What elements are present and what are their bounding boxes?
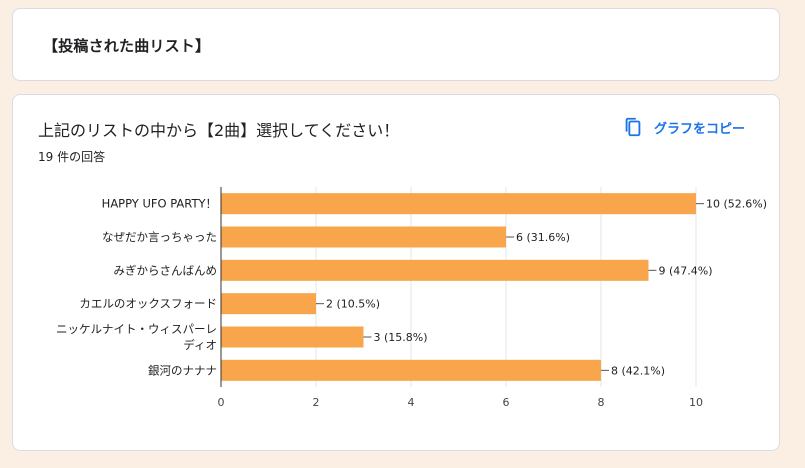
value-label: 3 (15.8%) (374, 331, 428, 344)
category-label: HAPPY UFO PARTY！ (102, 197, 217, 211)
bar (221, 226, 506, 248)
category-label: みぎからさんばんめ (114, 263, 218, 277)
copy-graph-button[interactable]: グラフをコピー (622, 113, 745, 141)
copy-icon (625, 117, 641, 137)
value-label: 9 (47.4%) (659, 264, 713, 277)
bar-chart: 0 2 4 6 8 10 10 (52.6%) HAPPY UFO PARTY！ 6 (31.6… (56, 187, 767, 409)
bar (221, 326, 364, 348)
bar (221, 259, 649, 281)
x-tick-label: 6 (503, 396, 510, 409)
category-label: カエルのオックスフォード (79, 297, 217, 311)
bar (221, 359, 601, 381)
x-tick-label: 10 (689, 396, 703, 409)
copy-graph-label: グラフをコピー (654, 121, 746, 137)
category-label: 銀河のナナナ (148, 363, 217, 377)
category-label: なぜだか言っちゃった (102, 230, 217, 244)
response-count: 19 件の回答 (38, 150, 106, 164)
section-card: 【投稿された曲リスト】 (12, 8, 780, 81)
category-label: ニッケルナイト・ウィスパーレ (56, 322, 217, 336)
question-card: 上記のリストの中から【2曲】選択してください！ 19 件の回答 グラフをコピー … (12, 94, 780, 451)
x-tick-label: 2 (313, 396, 320, 409)
bar (221, 293, 316, 315)
x-tick-label: 4 (408, 396, 415, 409)
value-label: 2 (10.5%) (326, 298, 380, 311)
value-label: 8 (42.1%) (611, 364, 665, 377)
x-tick-label: 8 (598, 396, 605, 409)
x-tick-label: 0 (218, 396, 225, 409)
bar (221, 193, 696, 215)
question-title: 上記のリストの中から【2曲】選択してください！ (38, 121, 400, 140)
section-title: 【投稿された曲リスト】 (43, 37, 211, 55)
value-label: 6 (31.6%) (516, 231, 570, 244)
value-label: 10 (52.6%) (706, 198, 767, 211)
category-label: ディオ (183, 338, 217, 352)
